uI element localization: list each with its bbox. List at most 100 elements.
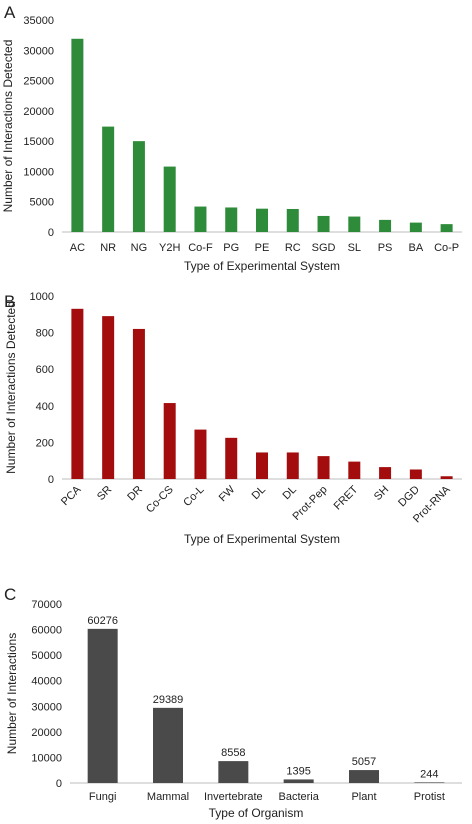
y-tick-label: 20000 bbox=[23, 106, 54, 118]
y-tick-label: 35000 bbox=[23, 15, 54, 27]
bar-pca bbox=[71, 308, 84, 479]
bar-fret bbox=[348, 461, 361, 479]
data-label: 60276 bbox=[87, 615, 118, 627]
x-tick-label: BA bbox=[409, 242, 424, 254]
bar-sgd bbox=[317, 215, 330, 232]
x-axis-title: Type of Experimental System bbox=[184, 259, 340, 273]
bar-protist bbox=[414, 782, 445, 783]
x-tick-label: DL bbox=[280, 484, 298, 502]
x-tick-label: RC bbox=[285, 242, 301, 254]
x-tick-label: Plant bbox=[351, 791, 376, 803]
y-tick-label: 800 bbox=[36, 328, 54, 340]
y-tick-label: 10000 bbox=[31, 752, 62, 764]
y-tick-label: 25000 bbox=[23, 76, 54, 88]
x-tick-label: FRET bbox=[332, 483, 361, 512]
x-axis-title: Type of Experimental System bbox=[184, 532, 340, 546]
bar-prot-pep bbox=[317, 456, 330, 479]
x-tick-label: Prot-Pep bbox=[290, 484, 329, 523]
bar-ac bbox=[71, 38, 84, 232]
y-tick-label: 70000 bbox=[31, 599, 62, 611]
x-tick-label: DL bbox=[250, 484, 268, 502]
bar-co-p bbox=[440, 224, 453, 232]
panel-letter: C bbox=[4, 585, 16, 604]
bar-ps bbox=[379, 219, 392, 232]
x-tick-label: Mammal bbox=[147, 791, 189, 803]
y-axis-title: Number of Interactions bbox=[5, 633, 19, 754]
bar-ba bbox=[409, 222, 422, 232]
x-tick-label: Co-P bbox=[434, 242, 459, 254]
y-tick-label: 40000 bbox=[31, 676, 62, 688]
bar-co-f bbox=[194, 206, 207, 232]
x-tick-label: PCA bbox=[59, 483, 84, 508]
x-tick-label: Protist bbox=[414, 791, 445, 803]
data-label: 29389 bbox=[153, 694, 184, 706]
x-tick-label: NR bbox=[100, 242, 116, 254]
bar-ng bbox=[132, 141, 145, 232]
chart-panel-a: A 0 5000 10000 15000 20000 25000 30000 35000 AC NR… bbox=[1, 3, 462, 273]
x-tick-label: SR bbox=[95, 484, 114, 503]
y-tick-label: 1000 bbox=[30, 291, 54, 303]
bar-dgd bbox=[409, 469, 422, 479]
x-tick-label: Invertebrate bbox=[204, 791, 263, 803]
x-tick-label: DGD bbox=[396, 484, 422, 510]
y-axis-title: Number of Interactions Detected bbox=[4, 301, 18, 474]
bar-pg bbox=[225, 207, 238, 232]
bar-dl bbox=[256, 452, 268, 479]
x-tick-label: Co-L bbox=[181, 484, 206, 509]
bar-dl bbox=[286, 452, 299, 479]
bar-mammal bbox=[153, 707, 183, 783]
bar-pe bbox=[256, 208, 268, 232]
bar-fungi bbox=[87, 628, 118, 783]
y-tick-label: 30000 bbox=[23, 45, 54, 57]
x-tick-label: Co-CS bbox=[144, 484, 176, 516]
bar-sl bbox=[348, 216, 361, 232]
y-tick-label: 15000 bbox=[23, 136, 54, 148]
bar-y2h bbox=[163, 166, 176, 232]
data-label: 1395 bbox=[286, 765, 310, 777]
y-tick-label: 200 bbox=[36, 437, 54, 449]
x-tick-label: Co-F bbox=[188, 242, 213, 254]
bar-nr bbox=[102, 126, 115, 232]
data-label: 244 bbox=[420, 768, 438, 780]
bar-co-l bbox=[194, 429, 207, 479]
data-label: 5057 bbox=[352, 756, 376, 768]
x-tick-label: AC bbox=[70, 242, 85, 254]
bar-sh bbox=[379, 467, 392, 479]
x-axis-title: Type of Organism bbox=[209, 806, 304, 820]
bar-fw bbox=[225, 437, 238, 479]
x-tick-label: Y2H bbox=[159, 242, 180, 254]
y-tick-label: 20000 bbox=[31, 727, 62, 739]
x-tick-label: Bacteria bbox=[278, 791, 319, 803]
bar-plant bbox=[349, 770, 379, 783]
bar-bacteria bbox=[283, 779, 314, 783]
y-tick-label: 0 bbox=[48, 474, 54, 486]
panel-letter: B bbox=[4, 292, 15, 311]
y-tick-label: 0 bbox=[48, 227, 54, 239]
y-tick-label: 0 bbox=[56, 778, 62, 790]
y-tick-label: 10000 bbox=[23, 166, 54, 178]
bar-rc bbox=[286, 208, 299, 232]
x-tick-label: SL bbox=[348, 242, 361, 254]
x-tick-label: NG bbox=[131, 242, 148, 254]
y-tick-label: 600 bbox=[36, 364, 54, 376]
bar-sr bbox=[102, 316, 115, 479]
x-tick-label: FW bbox=[217, 483, 238, 504]
data-label: 8558 bbox=[221, 747, 245, 759]
x-tick-label: PG bbox=[223, 242, 239, 254]
bar-dr bbox=[132, 328, 145, 479]
x-tick-label: SGD bbox=[312, 242, 336, 254]
x-tick-label: PE bbox=[255, 242, 270, 254]
y-axis-title: Number of Interactions Detected bbox=[1, 40, 15, 213]
chart-panel-c: C 0 10000 20000 30000 40000 50000 60000 70000 Fun… bbox=[4, 585, 462, 820]
bar-co-cs bbox=[163, 403, 176, 479]
panel-letter: A bbox=[4, 3, 16, 22]
bar-invertebrate bbox=[218, 761, 249, 783]
y-tick-label: 30000 bbox=[31, 701, 62, 713]
y-tick-label: 60000 bbox=[31, 625, 62, 637]
bar-prot-rna bbox=[440, 476, 453, 479]
y-tick-label: 400 bbox=[36, 401, 54, 413]
y-tick-label: 5000 bbox=[30, 197, 54, 209]
x-tick-label: PS bbox=[378, 242, 393, 254]
